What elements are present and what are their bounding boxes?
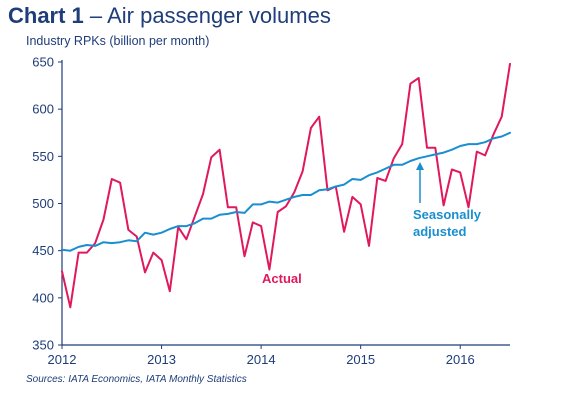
chart-number: Chart 1 xyxy=(8,3,84,28)
y-tick-label: 350 xyxy=(32,338,54,353)
x-tick-label: 2012 xyxy=(48,352,77,367)
title-text: Air passenger volumes xyxy=(107,3,331,28)
y-tick-label: 500 xyxy=(32,196,54,211)
y-axis-label: Industry RPKs (billion per month) xyxy=(26,34,210,48)
actual-series-label: Actual xyxy=(262,271,302,286)
series-line-seasonally-adjusted xyxy=(61,131,511,252)
chart-title: Chart 1 – Air passenger volumes xyxy=(8,3,331,29)
sa-series-label-line1: Seasonally xyxy=(413,207,482,222)
x-tick-label: 2016 xyxy=(446,352,475,367)
y-tick-label: 550 xyxy=(32,149,54,164)
y-tick-label: 450 xyxy=(32,243,54,258)
x-tick-label: 2014 xyxy=(247,352,276,367)
sa-arrow-head xyxy=(416,162,424,170)
y-tick-label: 400 xyxy=(32,290,54,305)
x-tick-label: 2013 xyxy=(147,352,176,367)
series-line-actual xyxy=(61,62,511,309)
y-tick-label: 600 xyxy=(32,102,54,117)
title-dash: – xyxy=(89,3,103,28)
x-tick-label: 2015 xyxy=(346,352,375,367)
sa-series-label-line2: adjusted xyxy=(413,224,467,239)
y-tick-label: 650 xyxy=(32,55,54,70)
source-note: Sources: IATA Economics, IATA Monthly St… xyxy=(26,374,247,385)
